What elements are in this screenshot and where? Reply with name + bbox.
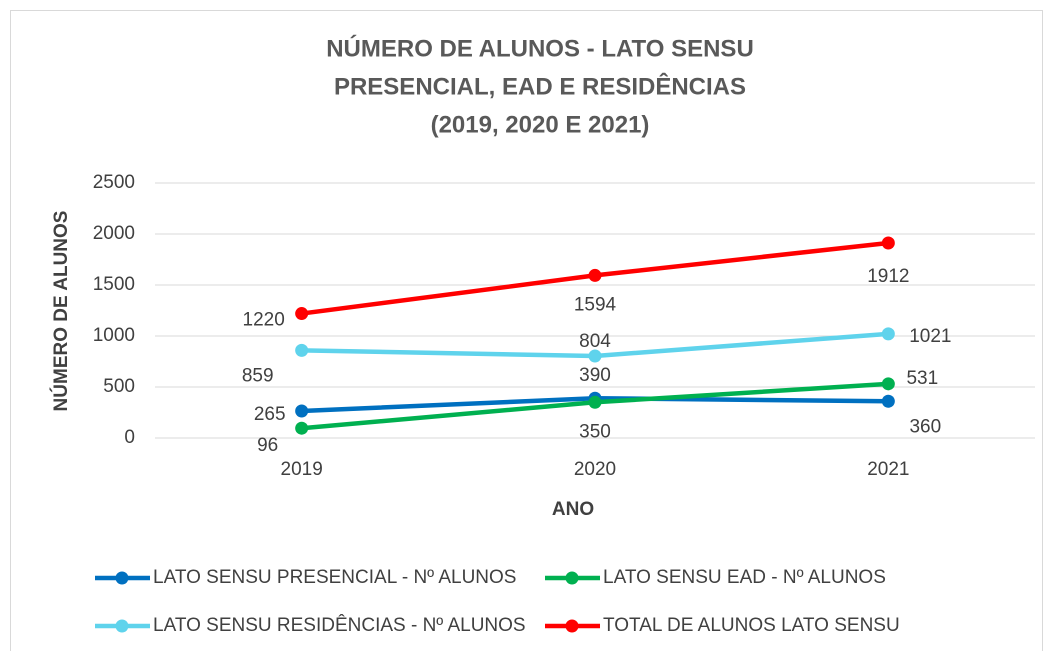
legend-label: LATO SENSU PRESENCIAL - Nº ALUNOS xyxy=(153,567,516,588)
legend-label: LATO SENSU RESIDÊNCIAS - Nº ALUNOS xyxy=(153,614,526,636)
y-tick-label: 1500 xyxy=(93,274,135,295)
data-point xyxy=(881,377,895,391)
data-label: 1220 xyxy=(243,310,285,331)
x-tick-label: 2019 xyxy=(281,459,323,480)
data-label: 96 xyxy=(257,435,278,456)
data-label: 360 xyxy=(909,416,941,437)
data-point xyxy=(881,327,895,341)
x-axis-title: ANO xyxy=(552,499,594,520)
legend-label: TOTAL DE ALUNOS LATO SENSU xyxy=(603,615,900,636)
y-axis-title: NÚMERO DE ALUNOS xyxy=(50,211,72,412)
data-label: 390 xyxy=(579,365,611,386)
data-point xyxy=(295,404,309,418)
y-tick-label: 1000 xyxy=(93,325,135,346)
data-label: 1912 xyxy=(867,266,909,287)
legend-label: LATO SENSU EAD - Nº ALUNOS xyxy=(603,567,886,588)
chart-title: (2019, 2020 E 2021) xyxy=(431,111,650,138)
data-label: 1021 xyxy=(909,326,951,347)
x-tick-label: 2020 xyxy=(574,459,616,480)
x-tick-label: 2021 xyxy=(867,459,909,480)
data-point xyxy=(295,307,309,321)
y-tick-label: 2500 xyxy=(93,172,135,193)
data-point xyxy=(588,349,602,363)
data-label: 804 xyxy=(579,331,611,352)
chart-title: NÚMERO DE ALUNOS - LATO SENSU xyxy=(326,34,754,62)
y-tick-label: 2000 xyxy=(93,223,135,244)
data-point xyxy=(295,343,309,357)
data-label: 1594 xyxy=(574,294,617,315)
data-label: 350 xyxy=(579,421,611,442)
chart-title: PRESENCIAL, EAD E RESIDÊNCIAS xyxy=(334,72,746,100)
chart-border xyxy=(10,10,1043,651)
data-label: 859 xyxy=(242,365,274,386)
legend-marker xyxy=(565,571,579,585)
data-point xyxy=(881,394,895,408)
y-tick-label: 0 xyxy=(124,427,135,448)
data-label: 531 xyxy=(906,368,938,389)
legend-marker xyxy=(565,619,579,633)
legend-marker xyxy=(115,619,129,633)
legend-marker xyxy=(115,571,129,585)
data-point xyxy=(588,268,602,282)
data-point xyxy=(295,421,309,435)
data-point xyxy=(588,395,602,409)
y-tick-label: 500 xyxy=(103,376,135,397)
data-point xyxy=(881,236,895,250)
data-label: 265 xyxy=(254,404,286,425)
